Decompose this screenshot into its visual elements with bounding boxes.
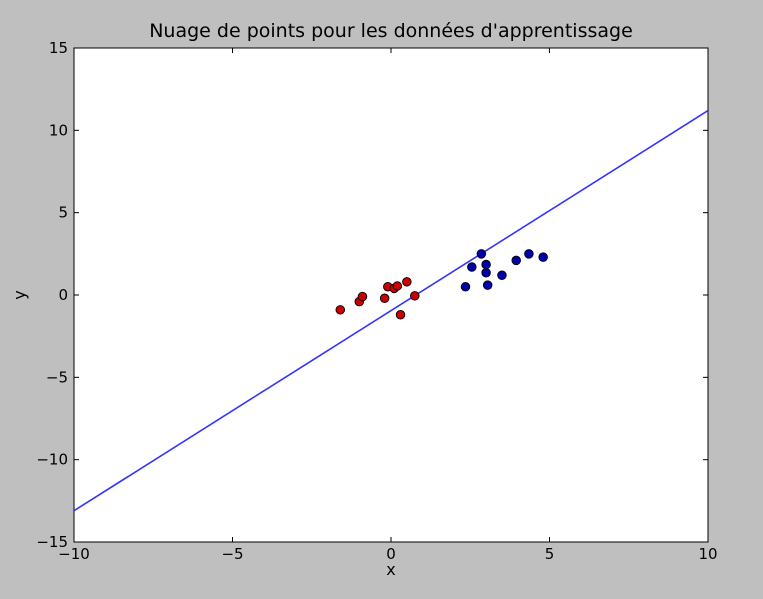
data-point (460, 282, 471, 292)
x-tick-label: 5 (545, 545, 555, 563)
data-point (482, 280, 493, 290)
data-point (395, 310, 406, 320)
plot-content (74, 109, 708, 512)
y-axis-label: y (10, 290, 29, 299)
y-tick-label: −15 (36, 533, 68, 551)
plot-area (73, 47, 709, 543)
data-point (379, 293, 390, 304)
y-tick-label: −5 (46, 368, 68, 386)
data-point (476, 249, 487, 259)
y-tick-label: 15 (49, 39, 68, 57)
data-point (357, 291, 368, 302)
y-tick-label: 10 (49, 121, 68, 139)
data-point (481, 268, 491, 278)
data-point (497, 270, 507, 280)
y-tick-label: −10 (36, 451, 68, 469)
x-tick-label: −5 (221, 545, 243, 563)
data-point (392, 281, 403, 291)
regression-line (74, 109, 708, 512)
x-tick-label: 10 (698, 545, 717, 563)
data-point (538, 252, 548, 262)
x-axis-label: x (386, 560, 395, 579)
x-tick-label: −10 (58, 545, 90, 563)
data-point (467, 262, 477, 272)
x-tick-label: 0 (386, 545, 396, 563)
data-point (335, 305, 346, 315)
data-point (402, 277, 412, 287)
data-point (410, 291, 420, 301)
data-point (511, 255, 521, 266)
y-tick-label: 0 (58, 286, 68, 304)
data-point (524, 249, 534, 259)
y-tick-label: 5 (58, 204, 68, 222)
chart-title: Nuage de points pour les données d'appre… (149, 20, 633, 42)
data-point (481, 259, 491, 270)
